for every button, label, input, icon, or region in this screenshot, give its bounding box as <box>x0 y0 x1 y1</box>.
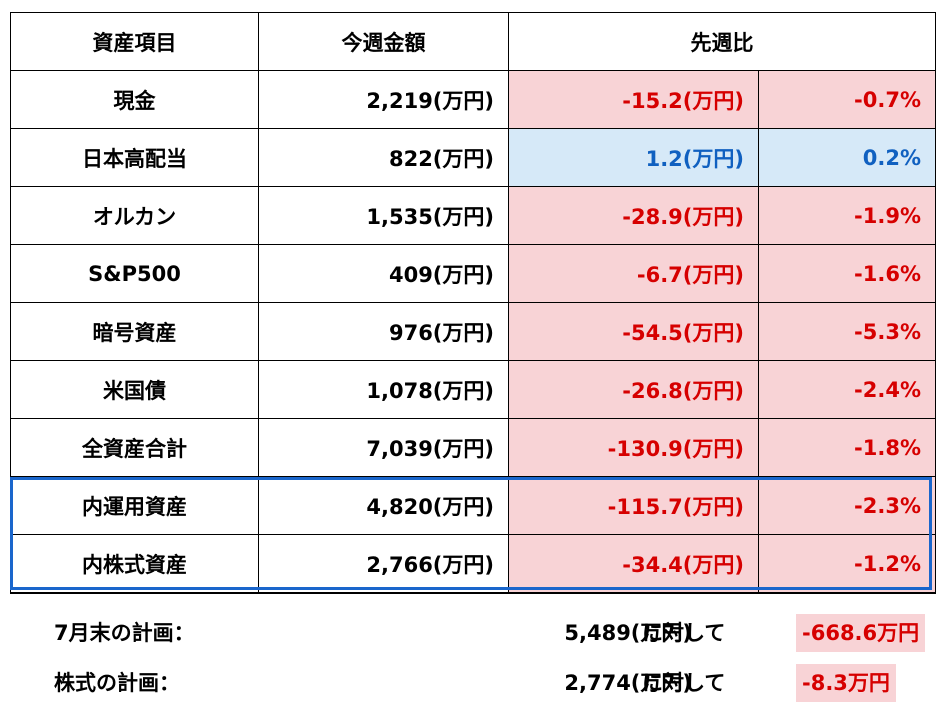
change-percent-cell: -2.4% <box>758 360 936 419</box>
amount-cell: 2,219(万円) <box>258 70 509 129</box>
plan-diff: -668.6万円 <box>796 614 926 652</box>
plan-row: 7月末の計画： 5,489(万円) に対して -668.6万円 <box>0 614 946 652</box>
asset-table: 資産項目 今週金額 先週比 現金 2,219(万円) -15.2(万円) -0.7% 日… <box>10 12 936 594</box>
amount-cell: 1,078(万円) <box>258 360 509 419</box>
change-amount-cell: -34.4(万円) <box>508 534 759 594</box>
amount-cell: 7,039(万円) <box>258 418 509 477</box>
header-this-week-amount: 今週金額 <box>258 12 509 71</box>
table-row: 内株式資産 2,766(万円) -34.4(万円) -1.2% <box>10 534 936 594</box>
plan-label: 株式の計画： <box>54 671 180 695</box>
change-percent-cell: -2.3% <box>758 476 936 535</box>
plan-label: 7月末の計画： <box>54 621 195 645</box>
change-percent-cell: -1.8% <box>758 418 936 477</box>
change-amount-cell: -6.7(万円) <box>508 244 759 303</box>
table-row: 内運用資産 4,820(万円) -115.7(万円) -2.3% <box>10 476 936 535</box>
plan-suffix: に対して <box>642 621 726 645</box>
asset-name-cell: S&P500 <box>10 244 259 303</box>
amount-cell: 2,766(万円) <box>258 534 509 594</box>
plan-suffix: に対して <box>642 671 726 695</box>
change-amount-cell: -28.9(万円) <box>508 186 759 245</box>
change-amount-cell: -130.9(万円) <box>508 418 759 477</box>
plan-amount: 2,774(万円) <box>564 671 692 695</box>
change-percent-cell: -1.2% <box>758 534 936 594</box>
plan-row: 株式の計画： 2,774(万円) に対して -8.3万円 <box>0 664 946 702</box>
change-percent-cell: -5.3% <box>758 302 936 361</box>
change-percent-cell: -0.7% <box>758 70 936 129</box>
amount-cell: 4,820(万円) <box>258 476 509 535</box>
table-row: 日本高配当 822(万円) 1.2(万円) 0.2% <box>10 128 936 187</box>
table-row: 現金 2,219(万円) -15.2(万円) -0.7% <box>10 70 936 129</box>
asset-name-cell: 内運用資産 <box>10 476 259 535</box>
change-percent-cell: -1.9% <box>758 186 936 245</box>
table-row: オルカン 1,535(万円) -28.9(万円) -1.9% <box>10 186 936 245</box>
change-amount-cell: -26.8(万円) <box>508 360 759 419</box>
amount-cell: 822(万円) <box>258 128 509 187</box>
asset-name-cell: 暗号資産 <box>10 302 259 361</box>
plan-amount: 5,489(万円) <box>564 621 692 645</box>
change-amount-cell: -115.7(万円) <box>508 476 759 535</box>
table-header-row: 資産項目 今週金額 先週比 <box>10 12 936 71</box>
amount-cell: 409(万円) <box>258 244 509 303</box>
change-percent-cell: -1.6% <box>758 244 936 303</box>
table-row: 暗号資産 976(万円) -54.5(万円) -5.3% <box>10 302 936 361</box>
change-percent-cell: 0.2% <box>758 128 936 187</box>
header-week-over-week: 先週比 <box>508 12 936 71</box>
asset-name-cell: 日本高配当 <box>10 128 259 187</box>
change-amount-cell: 1.2(万円) <box>508 128 759 187</box>
asset-name-cell: 全資産合計 <box>10 418 259 477</box>
table-row: 全資産合計 7,039(万円) -130.9(万円) -1.8% <box>10 418 936 477</box>
amount-cell: 976(万円) <box>258 302 509 361</box>
asset-name-cell: 米国債 <box>10 360 259 419</box>
plan-diff: -8.3万円 <box>796 664 896 702</box>
table-row: 米国債 1,078(万円) -26.8(万円) -2.4% <box>10 360 936 419</box>
header-asset-item: 資産項目 <box>10 12 259 71</box>
table-row: S&P500 409(万円) -6.7(万円) -1.6% <box>10 244 936 303</box>
amount-cell: 1,535(万円) <box>258 186 509 245</box>
asset-name-cell: 内株式資産 <box>10 534 259 594</box>
asset-name-cell: 現金 <box>10 70 259 129</box>
change-amount-cell: -15.2(万円) <box>508 70 759 129</box>
asset-name-cell: オルカン <box>10 186 259 245</box>
change-amount-cell: -54.5(万円) <box>508 302 759 361</box>
